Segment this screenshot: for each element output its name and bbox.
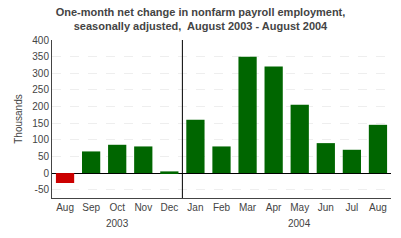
svg-text:0: 0 xyxy=(43,168,49,179)
svg-text:Jun: Jun xyxy=(318,202,334,213)
svg-text:2004: 2004 xyxy=(288,218,311,229)
svg-text:Aug: Aug xyxy=(56,202,74,213)
svg-text:One-month net change in nonfar: One-month net change in nonfarm payroll … xyxy=(56,6,346,32)
svg-text:Feb: Feb xyxy=(213,202,231,213)
svg-text:Mar: Mar xyxy=(239,202,257,213)
svg-text:300: 300 xyxy=(32,68,49,79)
svg-text:250: 250 xyxy=(32,84,49,95)
svg-text:150: 150 xyxy=(32,118,49,129)
svg-text:Dec: Dec xyxy=(160,202,178,213)
svg-text:Thousands: Thousands xyxy=(13,94,24,143)
svg-text:2003: 2003 xyxy=(106,218,129,229)
svg-text:Sep: Sep xyxy=(82,202,100,213)
svg-text:-50: -50 xyxy=(35,184,50,195)
svg-text:Nov: Nov xyxy=(134,202,152,213)
svg-text:Apr: Apr xyxy=(266,202,282,213)
svg-text:May: May xyxy=(290,202,309,213)
svg-text:350: 350 xyxy=(32,51,49,62)
svg-text:100: 100 xyxy=(32,134,49,145)
svg-text:Oct: Oct xyxy=(109,202,125,213)
svg-text:50: 50 xyxy=(38,151,50,162)
svg-text:Jul: Jul xyxy=(345,202,358,213)
svg-text:Jan: Jan xyxy=(187,202,203,213)
svg-text:Aug: Aug xyxy=(369,202,387,213)
svg-text:400: 400 xyxy=(32,35,49,46)
svg-text:200: 200 xyxy=(32,101,49,112)
